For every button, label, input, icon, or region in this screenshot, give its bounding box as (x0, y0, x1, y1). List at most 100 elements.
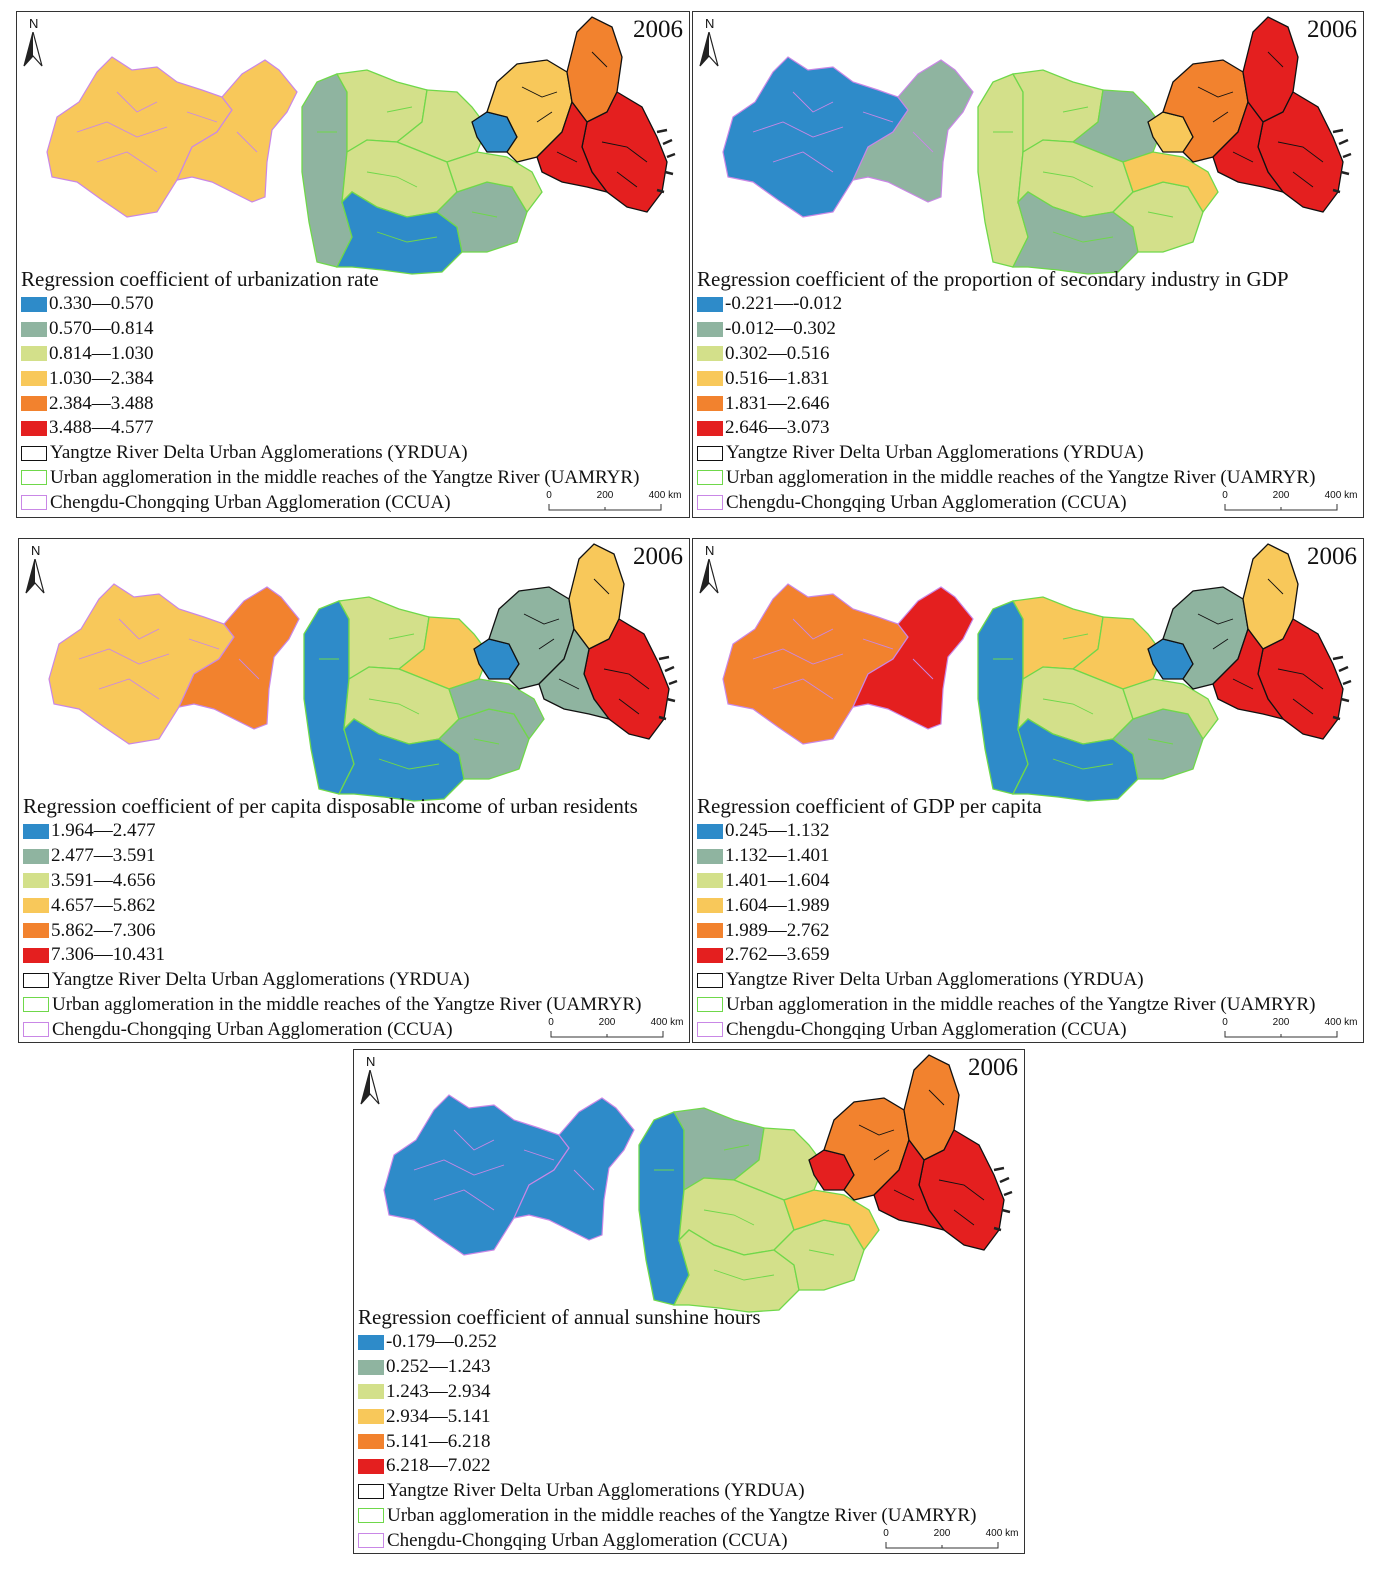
scale-bar-line (1224, 1031, 1338, 1038)
scale-bar: 0 200 400 km (548, 1017, 683, 1042)
legend-class-row: 3.488—4.577 (21, 416, 639, 441)
scale-tick-0: 0 (546, 490, 552, 501)
legend-outline-swatch (697, 445, 723, 461)
legend-swatch (23, 823, 49, 839)
legend-swatch (697, 296, 723, 312)
legend-class-label: 6.218—7.022 (386, 1455, 491, 1477)
scale-tick-0: 0 (883, 1528, 889, 1539)
legend-class-row: 5.141—6.218 (358, 1429, 976, 1454)
legend-swatch (358, 1334, 384, 1350)
legend-swatch (697, 420, 723, 436)
legend-class-row: 1.243—2.934 (358, 1380, 976, 1405)
legend-ccua-row: Chengdu-Chongqing Urban Agglomeration (C… (697, 490, 1315, 515)
legend-class-row: 4.657—5.862 (23, 893, 641, 918)
legend-class-label: 3.591—4.656 (51, 869, 156, 891)
legend-outline-swatch (23, 972, 49, 988)
ccua-west-region (383, 1094, 570, 1256)
legend-class-row: 0.252—1.243 (358, 1355, 976, 1380)
scale-bar: 0 200 400 km (1222, 1017, 1357, 1042)
yrdua-central-region (536, 100, 609, 194)
legend-swatch (697, 898, 723, 914)
legend-swatch (697, 346, 723, 362)
scale-tick-200: 200 (598, 1017, 616, 1028)
legend-yrdua-row: Yangtze River Delta Urban Agglomerations… (358, 1479, 976, 1504)
legend-class-label: -0.179—0.252 (386, 1331, 497, 1353)
legend-class-row: 1.604—1.989 (697, 893, 1315, 918)
legend-ccua-row: Chengdu-Chongqing Urban Agglomeration (C… (358, 1528, 976, 1553)
scale-tick-200: 200 (596, 490, 614, 501)
ccua-internal-lines (413, 1129, 595, 1211)
legend-class-row: 2.384—3.488 (21, 391, 639, 416)
legend-swatch (358, 1384, 384, 1400)
coastal-islands (1332, 655, 1352, 721)
north-label: N (31, 543, 41, 558)
map-panel-secondary-industry: N 2006 Regression coefficient of the pro… (692, 11, 1364, 518)
uamryr-internal-lines (654, 1144, 835, 1281)
scale-tick-200: 200 (1272, 490, 1290, 501)
north-arrow-icon (360, 1070, 380, 1105)
legend-outline-swatch (697, 470, 723, 486)
yrdua-internal-lines (1197, 578, 1324, 715)
legend-outline-swatch (23, 1022, 49, 1038)
legend-title: Regression coefficient of annual sunshin… (358, 1305, 761, 1329)
legend-class-row: 2.477—3.591 (23, 844, 641, 869)
legend-class-label: 0.245—1.132 (725, 820, 830, 842)
scale-bar: 0 200 400 km (1222, 490, 1357, 517)
legend-ccua-label: Chengdu-Chongqing Urban Agglomeration (C… (726, 491, 1127, 513)
legend-class-row: 1.989—2.762 (697, 918, 1315, 943)
coastal-islands (993, 1166, 1013, 1232)
coastal-islands (658, 655, 678, 721)
map-panel-disposable-income: N 2006 Regression coefficient of per cap… (18, 538, 690, 1043)
legend-title: Regression coefficient of GDP per capita (697, 794, 1042, 818)
legend-yrdua-row: Yangtze River Delta Urban Agglomerations… (21, 441, 639, 466)
legend-swatch (697, 848, 723, 864)
uamryr-east-region (783, 1189, 880, 1252)
ccua-west-region (46, 56, 233, 218)
legend-swatch (21, 420, 47, 436)
ccua-internal-lines (752, 618, 934, 700)
legend-class-row: 5.862—7.306 (23, 918, 641, 943)
coastal-islands (656, 128, 676, 194)
legend-class-row: 2.934—5.141 (358, 1404, 976, 1429)
scale-tick-400: 400 km (650, 1017, 684, 1028)
uamryr-south-region (337, 718, 465, 802)
legend-swatch (23, 848, 49, 864)
map-legend: Regression coefficient of the proportion… (697, 266, 1315, 515)
uamryr-internal-lines (993, 633, 1174, 770)
yrdua-internal-lines (1197, 51, 1324, 188)
legend-class-label: 4.657—5.862 (51, 894, 156, 916)
ccua-west-region (722, 56, 909, 218)
yrdua-central-region (873, 1138, 946, 1232)
legend-swatch (697, 396, 723, 412)
uamryr-east-region (1122, 678, 1219, 741)
legend-swatch (21, 396, 47, 412)
north-label: N (705, 543, 715, 558)
legend-class-label: 1.604—1.989 (725, 894, 830, 916)
ccua-east-region (175, 59, 298, 203)
legend-uamryr-label: Urban agglomeration in the middle reache… (52, 993, 642, 1015)
legend-class-label: 1.243—2.934 (386, 1380, 491, 1402)
legend-class-row: 0.330—0.570 (21, 292, 639, 317)
north-label: N (705, 16, 715, 31)
north-label: N (366, 1054, 376, 1069)
legend-class-label: 7.306—10.431 (51, 944, 165, 966)
legend-title: Regression coefficient of per capita dis… (23, 794, 638, 818)
choropleth-map (48, 543, 678, 802)
yrdua-central-region (538, 627, 611, 721)
uamryr-internal-lines (993, 106, 1174, 243)
legend-class-label: 0.516—1.831 (725, 367, 830, 389)
legend-class-row: -0.221—-0.012 (697, 292, 1315, 317)
legend-outline-swatch (21, 470, 47, 486)
legend-yrdua-row: Yangtze River Delta Urban Agglomerations… (697, 968, 1315, 993)
year-label: 2006 (633, 543, 683, 570)
map-panel-gdp-per-capita: N 2006 Regression coefficient of GDP per… (692, 538, 1364, 1043)
legend-ccua-label: Chengdu-Chongqing Urban Agglomeration (C… (52, 1018, 453, 1040)
legend-swatch (358, 1359, 384, 1375)
legend-yrdua-row: Yangtze River Delta Urban Agglomerations… (697, 441, 1315, 466)
legend-yrdua-label: Yangtze River Delta Urban Agglomerations… (52, 969, 470, 991)
ccua-east-region (177, 586, 300, 730)
legend-class-label: 0.302—0.516 (725, 342, 830, 364)
legend-swatch (23, 947, 49, 963)
legend-swatch (697, 947, 723, 963)
legend-class-row: 0.516—1.831 (697, 366, 1315, 391)
